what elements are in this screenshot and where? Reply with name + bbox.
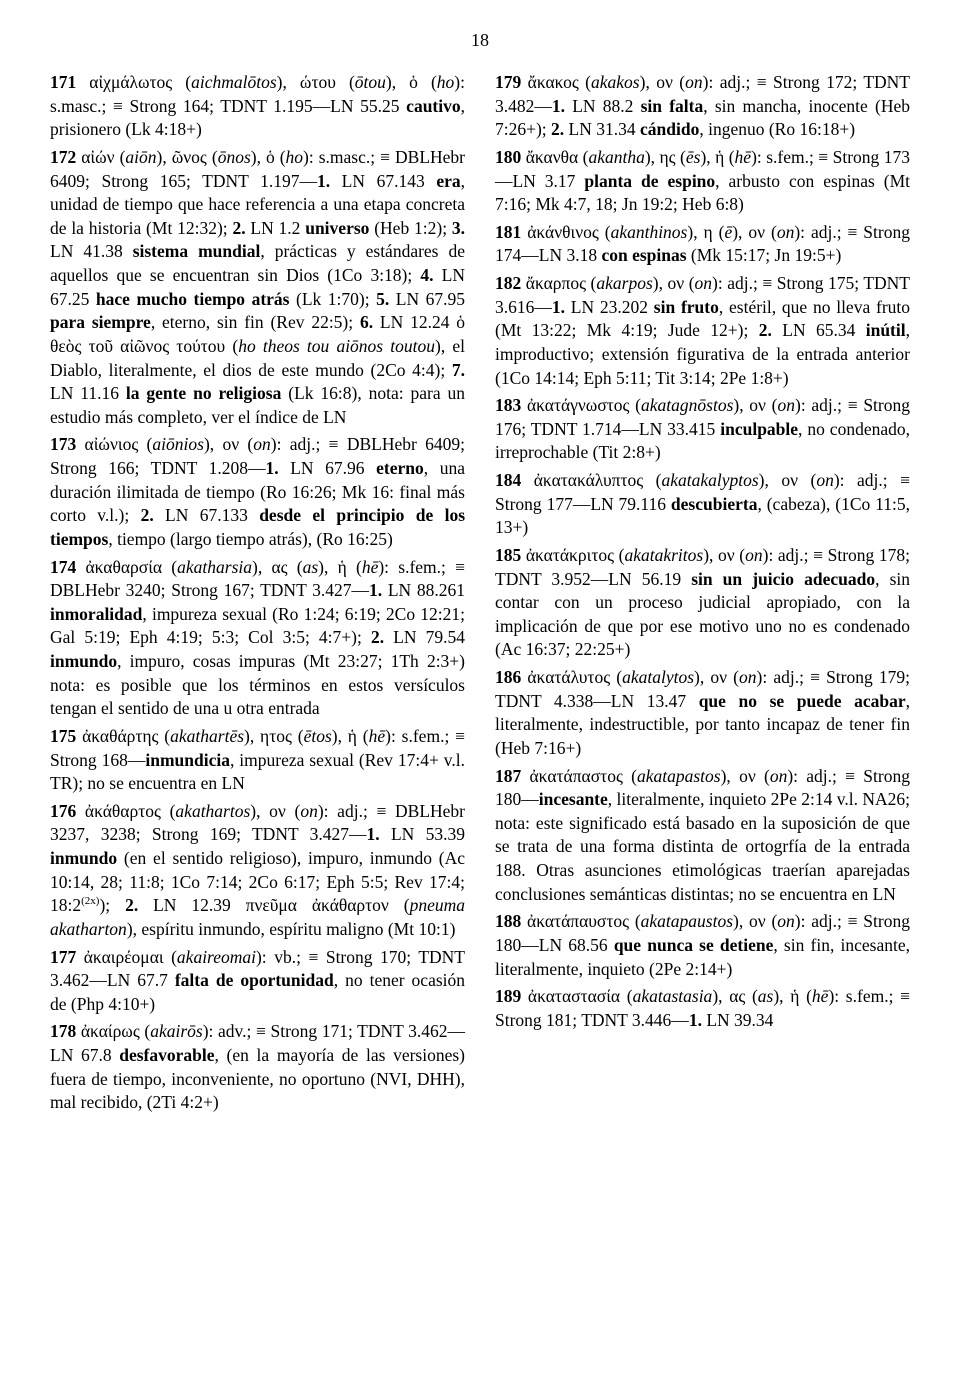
lexicon-entry: 183 ἀκατάγνωστος (akatagnōstos), ον (on)… [495,394,910,465]
lexicon-entry: 178 ἀκαίρως (akairōs): adv.; ≡ Strong 17… [50,1020,465,1115]
lexicon-entry: 186 ἀκατάλυτος (akatalytos), ον (on): ad… [495,666,910,761]
lexicon-entry: 172 αἰών (aiōn), ῶνος (ōnos), ὁ (ho): s.… [50,146,465,430]
lexicon-entry: 176 ἀκάθαρτος (akathartos), ον (on): adj… [50,800,465,942]
lexicon-entry: 174 ἀκαθαρσία (akatharsia), ας (as), ἡ (… [50,556,465,721]
lexicon-entry: 177 ἀκαιρέομαι (akaireomai): vb.; ≡ Stro… [50,946,465,1017]
page-number: 18 [50,30,910,51]
lexicon-entry: 185 ἀκατάκριτος (akatakritos), ον (on): … [495,544,910,662]
lexicon-entry: 179 ἄκακος (akakos), ον (on): adj.; ≡ St… [495,71,910,142]
lexicon-entry: 184 ἀκατακάλυπτος (akatakalyptos), ον (o… [495,469,910,540]
page: 18 171 αἰχμάλωτος (aichmalōtos), ώτου (ō… [0,0,960,1390]
entries-container: 171 αἰχμάλωτος (aichmalōtos), ώτου (ōtou… [50,71,910,1115]
lexicon-entry: 175 ἀκαθάρτης (akathartēs), ητος (ētos),… [50,725,465,796]
lexicon-entry: 181 ἀκάνθινος (akanthinos), η (ē), ον (o… [495,221,910,268]
lexicon-entry: 189 ἀκαταστασία (akatastasia), ας (as), … [495,985,910,1032]
lexicon-entry: 173 αἰώνιος (aiōnios), ον (on): adj.; ≡ … [50,433,465,551]
lexicon-entry: 182 ἄκαρπος (akarpos), ον (on): adj.; ≡ … [495,272,910,390]
lexicon-entry: 188 ἀκατάπαυστος (akatapaustos), ον (on)… [495,910,910,981]
lexicon-entry: 187 ἀκατάπαστος (akatapastos), ον (on): … [495,765,910,907]
lexicon-entry: 171 αἰχμάλωτος (aichmalōtos), ώτου (ōtou… [50,71,465,142]
lexicon-entry: 180 ἄκανθα (akantha), ης (ēs), ἡ (hē): s… [495,146,910,217]
